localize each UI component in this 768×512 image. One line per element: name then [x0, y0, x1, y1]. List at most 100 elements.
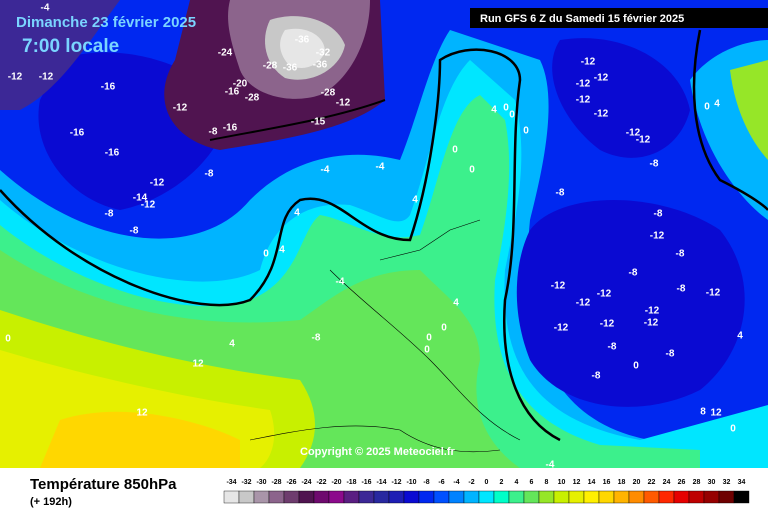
contour-label: -8	[105, 209, 114, 220]
contour-label: -8	[130, 226, 139, 237]
colorbar-tick-label: -30	[256, 479, 266, 486]
contour-label: -28	[263, 61, 278, 72]
colorbar-cell	[343, 490, 360, 504]
contour-label: -12	[626, 128, 641, 139]
colorbar-cell	[718, 490, 735, 504]
colorbar-tick-label: 30	[708, 479, 716, 486]
contour-label: 4	[294, 208, 300, 219]
colorbar-tick-label: 16	[603, 479, 611, 486]
colorbar-tick-label: 12	[573, 479, 581, 486]
colorbar-cell	[418, 490, 435, 504]
contour-label: -15	[311, 117, 326, 128]
colorbar-cell	[703, 490, 720, 504]
colorbar-tick-label: -8	[423, 479, 429, 486]
colorbar-tick-label: 22	[648, 479, 656, 486]
contour-label: 4	[412, 195, 418, 206]
contour-label: -32	[316, 48, 331, 59]
colorbar-cell	[643, 490, 660, 504]
contour-label: -8	[650, 159, 659, 170]
colorbar-cell	[388, 490, 405, 504]
colorbar-tick-label: 6	[530, 479, 534, 486]
colorbar-tick-label: 18	[618, 479, 626, 486]
colorbar-tick-label: -16	[361, 479, 371, 486]
colorbar-cell	[583, 490, 600, 504]
colorbar-cell	[313, 490, 330, 504]
contour-label: 4	[453, 298, 459, 309]
contour-label: -12	[594, 73, 609, 84]
contour-label: 0	[441, 323, 447, 334]
contour-label: 0	[452, 145, 458, 156]
colorbar-tick-label: -2	[468, 479, 474, 486]
colorbar-tick-label: -20	[331, 479, 341, 486]
colorbar-cell	[268, 490, 285, 504]
colorbar-cell	[673, 490, 690, 504]
contour-label: -4	[336, 277, 345, 288]
contour-label: -12	[600, 319, 615, 330]
variable-label: Température 850hPa	[30, 476, 177, 493]
colorbar-cell	[538, 490, 555, 504]
contour-label: -36	[283, 63, 298, 74]
map-background	[0, 0, 768, 468]
time-label: 7:00 locale	[22, 36, 119, 57]
contour-label: -8	[676, 249, 685, 260]
colorbar-tick-label: 24	[663, 479, 671, 486]
contour-label: -12	[636, 135, 651, 146]
colorbar-tick-label: 2	[500, 479, 504, 486]
colorbar-cell	[283, 490, 300, 504]
contour-label: -4	[376, 162, 385, 173]
colorbar-tick-label: -24	[301, 479, 311, 486]
contour-label: -4	[41, 3, 50, 14]
lead-label: (+ 192h)	[30, 496, 72, 508]
copyright: Copyright © 2025 Meteociel.fr	[300, 446, 456, 458]
contour-label: -20	[233, 79, 248, 90]
run-label: Run GFS 6 Z du Samedi 15 février 2025	[480, 13, 684, 25]
contour-label: -12	[706, 288, 721, 299]
contour-label: -16	[101, 82, 116, 93]
colorbar-cell	[373, 490, 390, 504]
colorbar-cell	[403, 490, 420, 504]
colorbar-cell	[523, 490, 540, 504]
contour-label: -8	[205, 169, 214, 180]
contour-label: 12	[710, 408, 722, 419]
colorbar-tick-label: -14	[376, 479, 386, 486]
colorbar-cell	[463, 490, 480, 504]
contour-label: -12	[141, 200, 156, 211]
colorbar-tick-label: -32	[241, 479, 251, 486]
contour-label: -12	[576, 298, 591, 309]
contour-label: -8	[312, 333, 321, 344]
contour-label: 0	[263, 249, 269, 260]
colorbar-cell	[358, 490, 375, 504]
contour-label: -14	[133, 193, 148, 204]
contour-label: 0	[523, 126, 529, 137]
contour-label: -12	[645, 306, 660, 317]
colorbar-cell	[733, 490, 750, 504]
contour-label: -12	[576, 79, 591, 90]
contour-label: 4	[737, 331, 743, 342]
contour-label: 4	[714, 99, 720, 110]
colorbar-tick-label: -4	[453, 479, 459, 486]
colorbar-tick-label: 0	[485, 479, 489, 486]
colorbar-cell	[328, 490, 345, 504]
contour-label: -4	[321, 165, 330, 176]
colorbar-cell	[238, 490, 255, 504]
contour-label: -12	[644, 318, 659, 329]
colorbar-tick-label: -28	[271, 479, 281, 486]
contour-label: 8	[700, 407, 706, 418]
contour-label: -12	[581, 57, 596, 68]
contour-label: -12	[336, 98, 351, 109]
contour-label: -12	[173, 103, 188, 114]
contour-label: -16	[225, 87, 240, 98]
colorbar-cell	[553, 490, 570, 504]
colorbar-tick-label: -10	[406, 479, 416, 486]
colorbar-cell	[478, 490, 495, 504]
colorbar-tick-label: 28	[693, 479, 701, 486]
colorbar-cell	[688, 490, 705, 504]
contour-label: -12	[551, 281, 566, 292]
colorbar-tick-label: 26	[678, 479, 686, 486]
contour-label: 12	[136, 408, 148, 419]
contour-label: -16	[223, 123, 238, 134]
contour-label: -16	[105, 148, 120, 159]
contour-label: -16	[70, 128, 85, 139]
run-box	[470, 8, 768, 28]
